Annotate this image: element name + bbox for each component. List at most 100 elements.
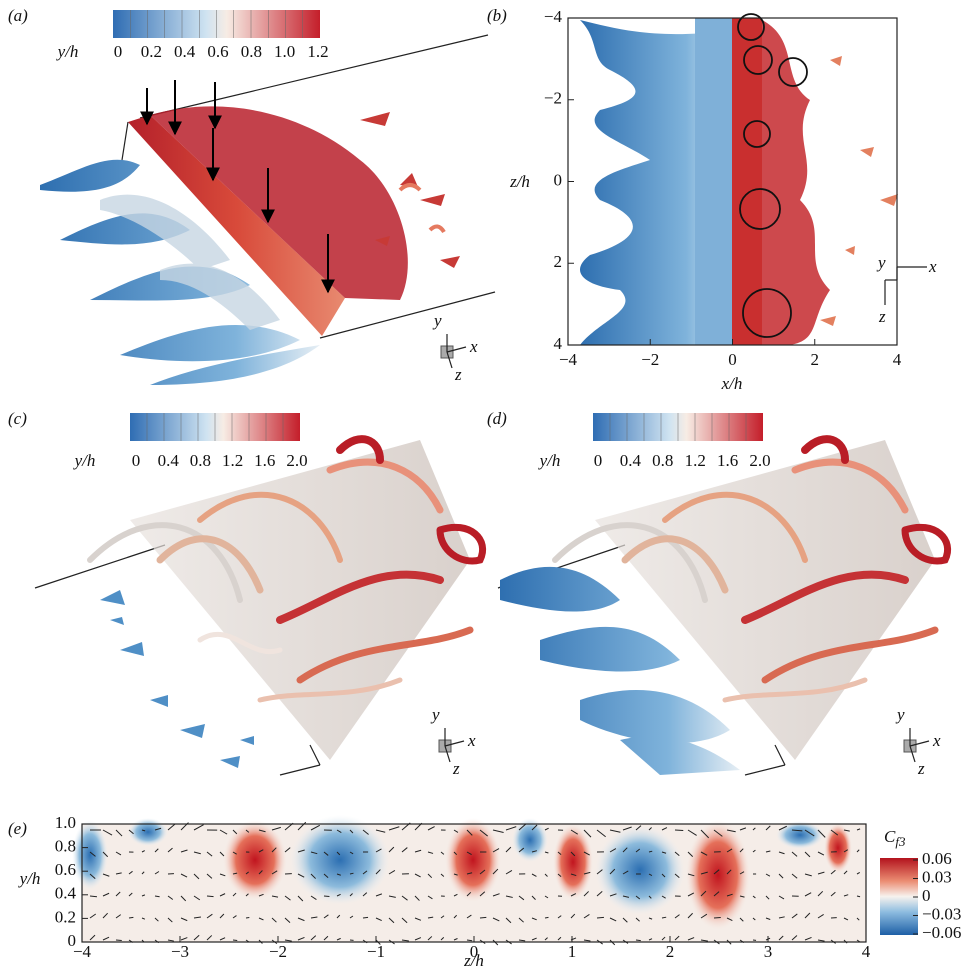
x-tick-label: 2 bbox=[811, 350, 820, 369]
quiver-arrow bbox=[128, 829, 134, 835]
quiver-arrow bbox=[310, 873, 316, 879]
quiver-arrow bbox=[687, 873, 695, 877]
triad-label: y bbox=[432, 311, 442, 330]
quiver-arrow bbox=[635, 825, 642, 831]
x-tick-label: −4 bbox=[559, 350, 578, 369]
quiver-arrow bbox=[843, 894, 849, 897]
quiver-arrow bbox=[648, 827, 652, 831]
quiver-arrow bbox=[362, 870, 368, 875]
quiver-arrow bbox=[284, 895, 291, 901]
x-tick-label: 4 bbox=[893, 350, 902, 369]
quiver-arrow bbox=[830, 891, 836, 897]
quiver-arrow bbox=[609, 829, 621, 833]
y-axis-label: z/h bbox=[509, 172, 530, 191]
quiver-arrow bbox=[115, 829, 123, 837]
quiver-arrow bbox=[466, 872, 473, 875]
quiver-arrow bbox=[687, 829, 697, 836]
quiver-arrow bbox=[791, 913, 798, 919]
quiver-arrow bbox=[804, 829, 815, 837]
quiver-arrow bbox=[453, 873, 458, 876]
quiver-arrow bbox=[739, 895, 745, 898]
quiver-arrow bbox=[622, 917, 628, 923]
quiver-arrow bbox=[89, 913, 97, 919]
quiver-arrow bbox=[661, 916, 667, 919]
quiver-arrow bbox=[505, 870, 513, 875]
quiver-arrow bbox=[193, 851, 201, 855]
quiver-arrow bbox=[609, 917, 617, 922]
x-tick-label: −4 bbox=[73, 942, 92, 961]
quiver-arrow bbox=[531, 937, 537, 941]
quiver-arrow bbox=[531, 850, 538, 853]
quiver-arrow bbox=[154, 871, 160, 875]
quiver-arrow bbox=[336, 873, 341, 876]
quiver-arrow bbox=[544, 937, 548, 941]
quiver-arrow bbox=[856, 872, 861, 875]
triad-label: z bbox=[452, 759, 460, 778]
quiver-arrow bbox=[453, 938, 458, 941]
quiver-arrow bbox=[544, 916, 549, 919]
quiver-arrow bbox=[219, 913, 225, 919]
quiver-arrow bbox=[388, 895, 396, 898]
quiver-arrow bbox=[687, 892, 695, 897]
quiver-arrow bbox=[492, 893, 500, 897]
quiver-arrow bbox=[791, 851, 798, 857]
quiver-arrow bbox=[388, 917, 395, 924]
quiver-arrow bbox=[206, 873, 213, 879]
quiver-arrow bbox=[388, 869, 396, 875]
quiver-arrow bbox=[791, 829, 803, 832]
quiver-arrow bbox=[466, 851, 472, 856]
quiver-arrow bbox=[583, 871, 591, 875]
quiver-arrow bbox=[583, 939, 591, 942]
quiver-arrow bbox=[479, 891, 486, 897]
y-tick-label: −4 bbox=[544, 7, 563, 26]
quiver-arrow bbox=[492, 829, 504, 833]
quiver-arrow bbox=[349, 829, 354, 834]
quiver-arrow bbox=[219, 851, 225, 857]
quiver-arrow bbox=[726, 869, 732, 875]
quiver-arrow bbox=[778, 916, 785, 919]
quiver-arrow bbox=[388, 826, 400, 831]
x-tick-label: −2 bbox=[269, 942, 287, 961]
quiver-arrow bbox=[271, 870, 278, 875]
quiver-arrow bbox=[115, 872, 122, 875]
quiver-arrow bbox=[583, 891, 589, 897]
quiver-arrow bbox=[297, 895, 304, 902]
quiver-arrow bbox=[466, 829, 473, 836]
quiver-arrow bbox=[817, 939, 825, 942]
quiver-arrow bbox=[752, 827, 756, 831]
quiver-arrow bbox=[440, 851, 445, 855]
triad-label: y bbox=[876, 253, 886, 272]
quiver-arrow bbox=[700, 890, 707, 897]
quiver-arrow bbox=[102, 912, 109, 919]
y-tick-label: 4 bbox=[554, 334, 563, 353]
quiver-arrow bbox=[297, 849, 305, 853]
quiver-arrow bbox=[557, 851, 562, 855]
quiver-arrow bbox=[674, 873, 680, 879]
quiver-arrow bbox=[323, 873, 329, 878]
x-axis-label: z/h bbox=[463, 951, 484, 970]
quiver-arrow bbox=[817, 829, 826, 838]
quiver-arrow bbox=[154, 895, 160, 898]
quiver-arrow bbox=[453, 893, 458, 897]
quiver-arrow bbox=[440, 873, 445, 877]
quiver-arrow bbox=[232, 851, 237, 855]
quiver-arrow bbox=[193, 916, 201, 919]
quiver-arrow bbox=[817, 871, 825, 875]
colorbar-tick-label: 0.4 bbox=[620, 451, 642, 470]
quiver-arrow bbox=[713, 891, 720, 897]
x-axis-label: x/h bbox=[721, 374, 743, 393]
x-tick-label: 1 bbox=[568, 942, 577, 961]
quiver-arrow bbox=[206, 895, 214, 898]
x-tick-label: 0 bbox=[728, 350, 737, 369]
quiver-arrow bbox=[154, 917, 159, 922]
quiver-arrow bbox=[752, 895, 756, 899]
labels: (a) (b) (c) (d) (e) y/h y/h y/h y x z y … bbox=[8, 6, 941, 970]
quiver-arrow bbox=[375, 917, 382, 921]
quiver-arrow bbox=[401, 895, 408, 901]
quiver-arrow bbox=[206, 913, 213, 919]
quiver-arrow bbox=[141, 850, 145, 853]
quiver-arrow bbox=[570, 893, 577, 897]
quiver-arrow bbox=[570, 913, 576, 919]
quiver-arrow bbox=[414, 849, 422, 853]
